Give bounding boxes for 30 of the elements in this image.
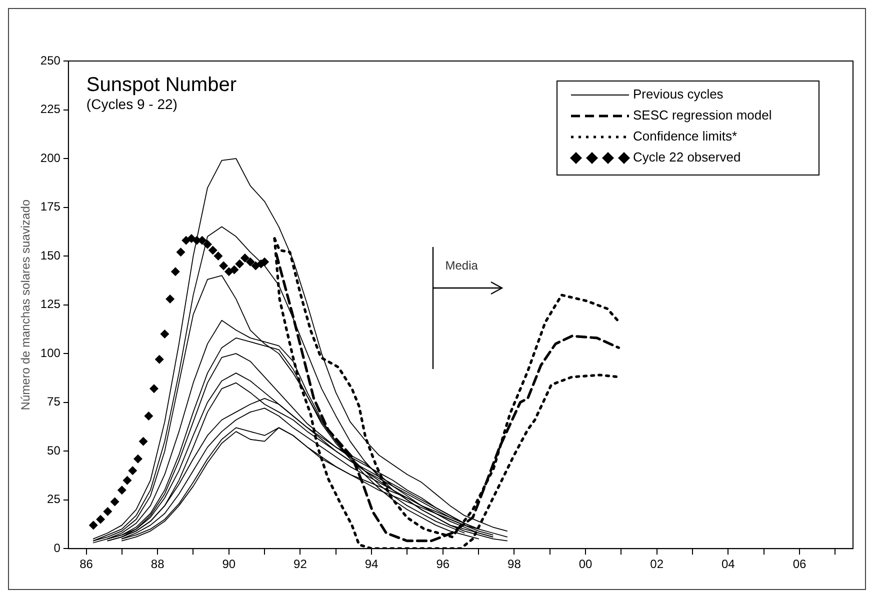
legend-label: SESC regression model: [633, 108, 772, 123]
annotation: Media: [445, 258, 478, 273]
y-tick-label: 150: [40, 248, 61, 262]
y-tick-label: 50: [47, 443, 61, 458]
y-tick-label: 0: [54, 540, 61, 555]
y-tick-label: 175: [40, 200, 61, 214]
y-tick-label: 25: [47, 492, 61, 506]
y-tick-label: 75: [47, 394, 61, 409]
y-tick-label: 100: [40, 346, 61, 360]
x-tick-label: 92: [294, 557, 308, 572]
legend-label: Cycle 22 observed: [633, 150, 741, 165]
legend-label: Confidence limits*: [633, 128, 738, 144]
y-tick-label: 200: [40, 150, 61, 165]
x-tick-label: 98: [508, 557, 522, 572]
x-tick-label: 00: [578, 557, 593, 572]
y-axis-title: Número de manchas solares suavizado: [18, 199, 33, 410]
x-tick-label: 04: [722, 557, 736, 572]
x-tick-label: 88: [150, 557, 165, 572]
y-tick-label: 125: [40, 297, 61, 312]
y-tick-label: 250: [40, 53, 61, 68]
text: (Cycles 9 - 22): [86, 96, 178, 112]
x-tick-label: 86: [80, 557, 94, 572]
x-tick-label: 02: [650, 557, 664, 572]
x-tick-label: 94: [364, 557, 379, 572]
x-tick-label: 90: [222, 557, 236, 572]
x-tick-label: 06: [792, 557, 806, 572]
y-tick-label: 225: [40, 102, 61, 116]
legend-label: Previous cycles: [633, 86, 724, 102]
x-tick-label: 96: [436, 557, 450, 572]
text: Sunspot Number: [86, 74, 237, 96]
